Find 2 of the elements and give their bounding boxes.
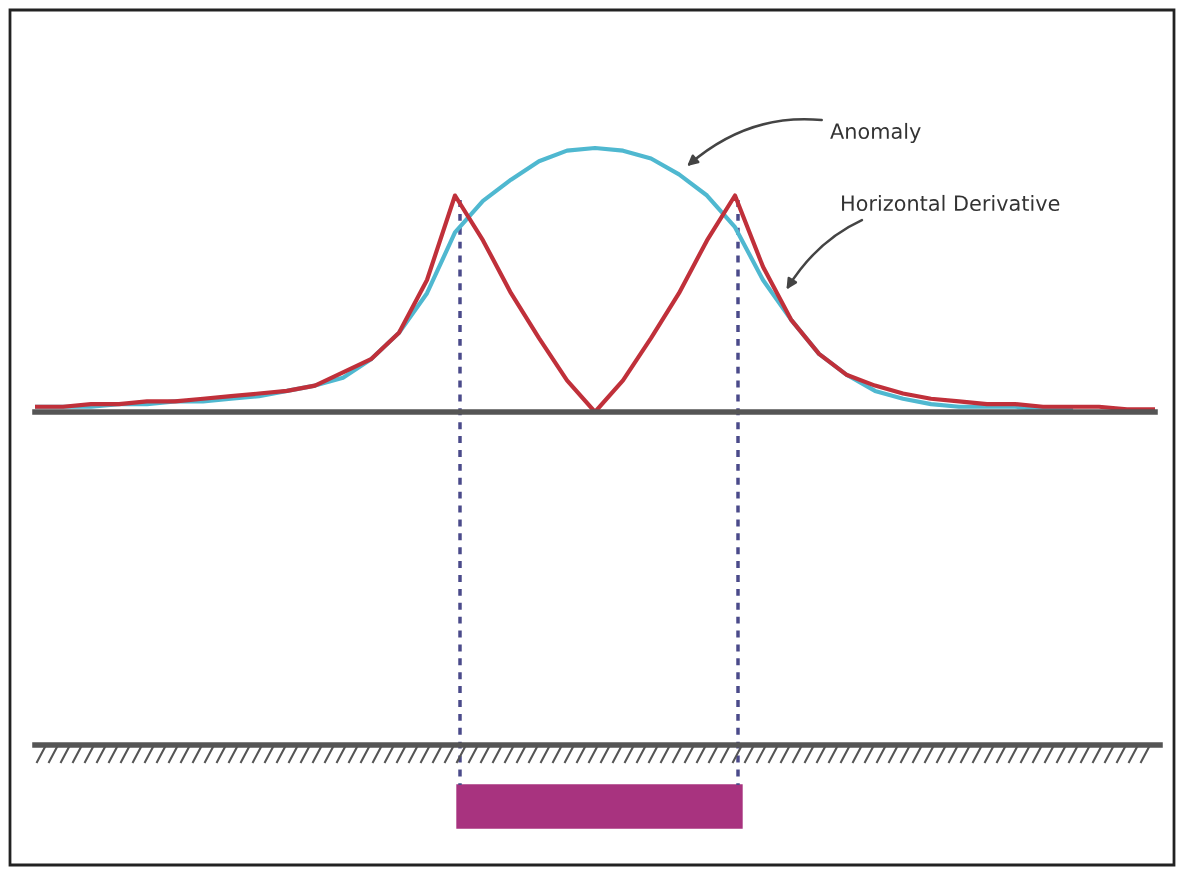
annotation: Horizontal Derivative xyxy=(842,194,1060,212)
text: Anomaly xyxy=(830,122,921,144)
